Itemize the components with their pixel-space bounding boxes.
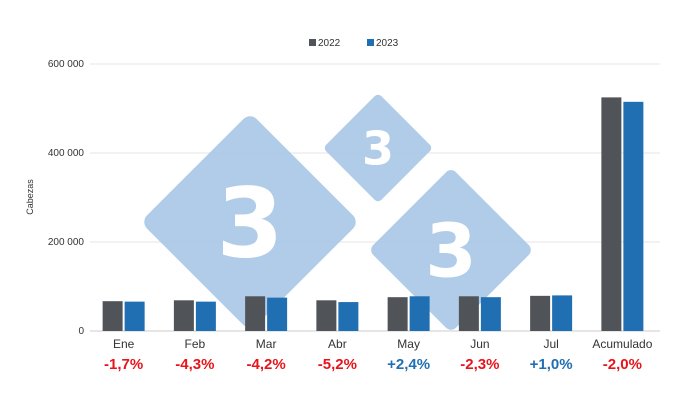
change-labels: -1,7% -4,3% -4,2% -5,2% +2,4% -2,3% +1,0% -2,0% — [104, 356, 642, 373]
legend-label: 2022 — [318, 38, 341, 49]
bar-2022-Ene[interactable] — [102, 301, 123, 331]
bar-2023-Feb[interactable] — [195, 301, 216, 331]
x-tick-label: Mar — [256, 337, 277, 351]
watermark-logo: 333 — [144, 94, 531, 330]
legend[interactable]: 2022 2023 — [309, 38, 399, 49]
y-axis-label: Cabezas — [25, 179, 35, 215]
change-label: +2,4% — [387, 356, 430, 373]
bar-2022-Mar[interactable] — [245, 296, 266, 331]
change-label: -2,3% — [460, 356, 499, 373]
change-label: -5,2% — [318, 356, 357, 373]
watermark-digit: 3 — [217, 168, 284, 280]
legend-swatch — [309, 39, 316, 46]
bar-2023-Mar[interactable] — [267, 297, 288, 331]
bars — [102, 97, 644, 331]
bar-2022-Abr[interactable] — [316, 300, 337, 331]
x-tick-label: Jul — [543, 337, 558, 351]
x-tick-label: Ene — [113, 337, 135, 351]
y-tick-label: 600 000 — [48, 59, 85, 70]
watermark-diamond: 3 — [144, 116, 356, 328]
y-axis: 0 200 000 400 000 600 000 — [48, 59, 85, 337]
x-tick-label: Feb — [185, 337, 206, 351]
y-tick-label: 200 000 — [48, 237, 85, 248]
legend-item-2022[interactable]: 2022 — [309, 38, 341, 49]
change-label: -4,2% — [247, 356, 286, 373]
bar-2023-May[interactable] — [409, 296, 430, 331]
bar-2022-May[interactable] — [387, 297, 408, 331]
change-label: -2,0% — [603, 356, 642, 373]
change-label: +1,0% — [530, 356, 573, 373]
bar-2023-Acumulado[interactable] — [623, 101, 644, 331]
bar-2023-Abr[interactable] — [338, 302, 359, 331]
y-tick-label: 400 000 — [48, 148, 85, 159]
x-tick-label: Abr — [328, 337, 347, 351]
change-label: -1,7% — [104, 356, 143, 373]
bar-2022-Jul[interactable] — [530, 295, 551, 331]
bar-2022-Acumulado[interactable] — [601, 97, 622, 331]
bar-2023-Jul[interactable] — [552, 295, 573, 331]
bar-2022-Feb[interactable] — [173, 300, 194, 331]
watermark-digit: 3 — [362, 122, 394, 176]
bar-2022-Jun[interactable] — [458, 296, 479, 331]
bar-2023-Jun[interactable] — [480, 297, 501, 331]
x-tick-label: May — [397, 337, 420, 351]
bar-2023-Ene[interactable] — [124, 301, 145, 331]
legend-label: 2023 — [376, 38, 399, 49]
legend-item-2023[interactable]: 2023 — [367, 38, 399, 49]
x-tick-label: Jun — [470, 337, 489, 351]
y-tick-label: 0 — [78, 326, 84, 337]
watermark-digit: 3 — [425, 209, 477, 295]
x-axis: Ene Feb Mar Abr May Jun Jul Acumulado — [113, 337, 653, 351]
watermark-diamond: 3 — [371, 170, 531, 330]
watermark-diamond: 3 — [324, 94, 432, 202]
x-tick-label: Acumulado — [592, 337, 652, 351]
legend-swatch — [367, 39, 374, 46]
change-label: -4,3% — [175, 356, 214, 373]
